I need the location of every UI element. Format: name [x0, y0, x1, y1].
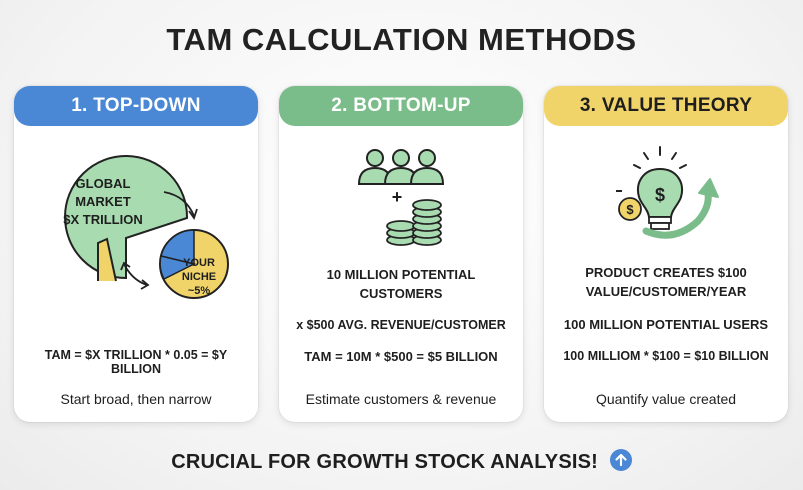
people-icon: [357, 149, 445, 185]
coin-icon: $: [626, 202, 634, 217]
card-value-theory: 3. VALUE THEORY $ $ PRODUCT CREATES $100…: [544, 86, 788, 422]
global-market-line1: GLOBAL: [75, 176, 131, 191]
niche-line1: YOUR: [183, 257, 215, 269]
value-theory-tagline: Quantify value created: [595, 391, 737, 407]
niche-line2: NICHE: [181, 271, 217, 283]
niche-label: YOUR NICHE ~5%: [174, 256, 224, 298]
card-header-top-down: 1. TOP-DOWN: [14, 86, 258, 126]
customers-line2: CUSTOMERS: [359, 286, 443, 301]
value-line1: PRODUCT CREATES $100: [585, 265, 747, 280]
customers-line1: 10 MILLION POTENTIAL: [326, 267, 476, 282]
lightbulb-icon: [616, 146, 719, 239]
value-creation: PRODUCT CREATES $100 VALUE/CUSTOMER/YEAR: [552, 263, 780, 301]
bottom-up-tagline: Estimate customers & revenue: [305, 391, 497, 407]
avg-revenue: x $500 AVG. REVENUE/CUSTOMER: [296, 318, 506, 332]
pie-chart-icon: [64, 155, 229, 299]
customers-count: 10 MILLION POTENTIAL CUSTOMERS: [287, 265, 515, 303]
value-theory-formula: 100 MILLIOM * $100 = $10 BILLION: [563, 349, 769, 363]
global-market-line2: MARKET: [75, 194, 131, 209]
footer-text: CRUCIAL FOR GROWTH STOCK ANALYSIS!: [171, 451, 599, 473]
page-title: TAM CALCULATION METHODS: [166, 22, 637, 57]
footer-callout: CRUCIAL FOR GROWTH STOCK ANALYSIS!: [0, 449, 803, 474]
bulb-dollar-symbol: $: [654, 185, 665, 205]
niche-line3: ~5%: [187, 285, 211, 297]
coin-stack-icon: [386, 199, 442, 246]
card-top-down: 1. TOP-DOWN GLOBAL MARKET $X TRILLION YO…: [14, 86, 258, 422]
global-market-label: GLOBAL MARKET $X TRILLION: [48, 175, 158, 229]
card-bottom-up: 2. BOTTOM-UP + 10 MILLION POTENTIAL CUST…: [279, 86, 523, 422]
potential-users: 100 MILLION POTENTIAL USERS: [563, 317, 769, 332]
value-line2: VALUE/CUSTOMER/YEAR: [585, 284, 747, 299]
global-market-line3: $X TRILLION: [63, 212, 143, 227]
arrow-up-icon: [609, 449, 632, 471]
top-down-tagline: Start broad, then narrow: [60, 391, 212, 407]
plus-sign: +: [391, 187, 403, 207]
card-header-value-theory: 3. VALUE THEORY: [544, 86, 788, 126]
bottom-up-formula: TAM = 10M * $500 = $5 BILLION: [304, 349, 498, 364]
top-down-formula: TAM = $X TRILLION * 0.05 = $Y BILLION: [44, 348, 228, 376]
card-header-bottom-up: 2. BOTTOM-UP: [279, 86, 523, 126]
